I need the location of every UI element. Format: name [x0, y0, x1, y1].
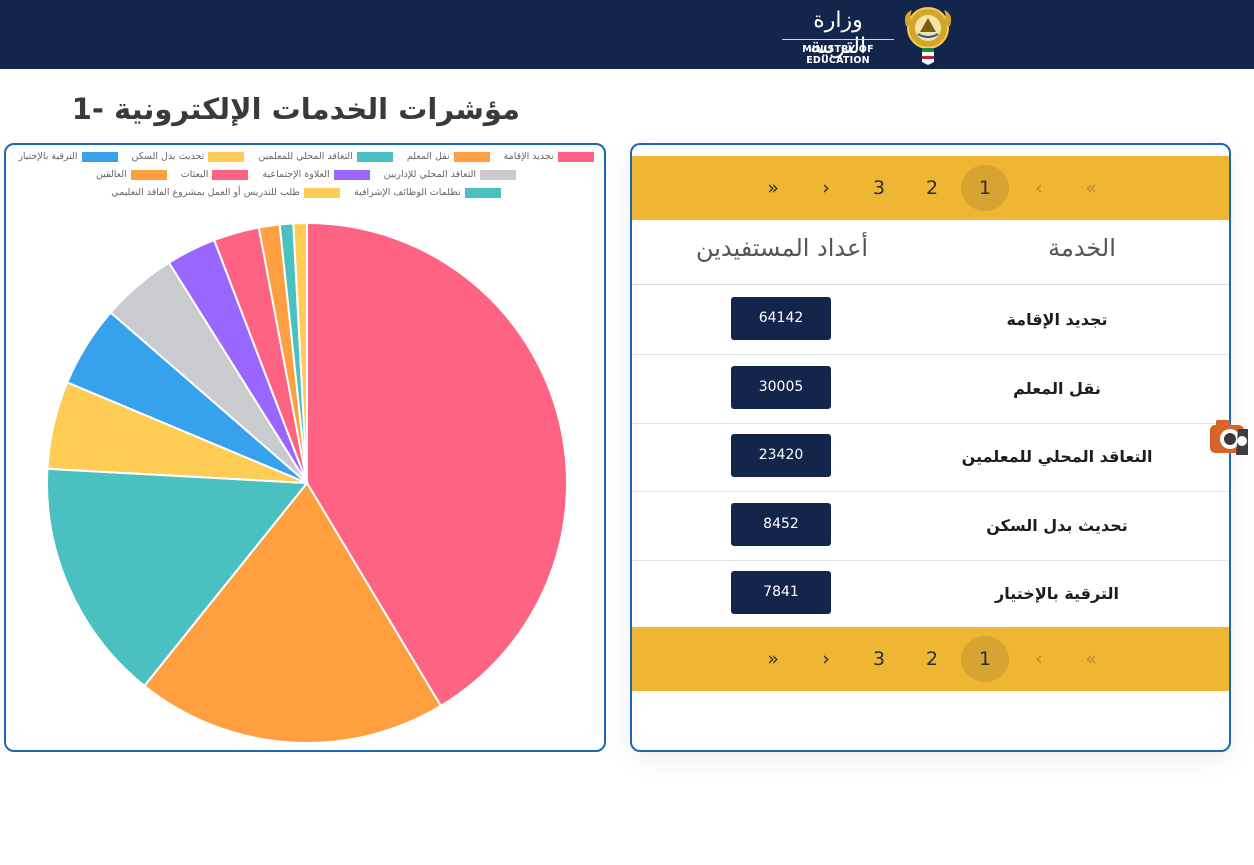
- legend-label: البعثات: [180, 169, 209, 180]
- page-title: 1- مؤشرات الخدمات الإلكترونية: [71, 92, 520, 126]
- beneficiaries-count-badge: 7841: [731, 571, 831, 614]
- legend-item[interactable]: تحديث بدل السكن: [132, 151, 245, 162]
- page-button-2[interactable]: 2: [925, 648, 939, 670]
- ministry-name-english: MINISTRY OF EDUCATION: [802, 44, 874, 66]
- header-bar: وزارة التربية MINISTRY OF EDUCATION: [0, 0, 1254, 69]
- pie-slice[interactable]: [306, 221, 568, 708]
- column-header-service: الخدمة: [1048, 234, 1116, 262]
- table-row: نقل المعلم 30005: [632, 355, 1229, 424]
- legend-swatch: [557, 151, 594, 162]
- beneficiaries-count-badge: 30005: [731, 366, 831, 409]
- last-page-button[interactable]: »: [767, 648, 779, 670]
- beneficiaries-count-badge: 23420: [731, 434, 831, 477]
- chart-legend: تجديد الإقامة نقل المعلم التعاقد المحلي لل…: [14, 151, 598, 205]
- legend-label: التعاقد المحلي للإداريين: [383, 169, 477, 180]
- next-page-button[interactable]: ›: [822, 177, 830, 199]
- legend-item[interactable]: تظلمات الوظائف الإشرافية: [354, 187, 501, 198]
- previous-page-button[interactable]: ‹: [1035, 648, 1043, 670]
- legend-item[interactable]: نقل المعلم: [407, 151, 490, 162]
- legend-item[interactable]: تجديد الإقامة: [504, 151, 594, 162]
- legend-label: تظلمات الوظائف الإشرافية: [353, 187, 461, 198]
- legend-item[interactable]: التعاقد المحلي للإداريين: [383, 169, 517, 180]
- pie-chart: [46, 221, 568, 744]
- service-name: تجديد الإقامة: [1006, 310, 1108, 329]
- legend-swatch: [356, 151, 393, 162]
- next-page-button[interactable]: ›: [822, 648, 830, 670]
- legend-item[interactable]: التعاقد المحلي للمعلمين: [258, 151, 393, 162]
- pie-slice[interactable]: [292, 221, 308, 484]
- kuwait-emblem-icon: [904, 7, 952, 65]
- legend-label: تجديد الإقامة: [503, 151, 554, 162]
- legend-label: تحديث بدل السكن: [131, 151, 205, 162]
- services-table-card: « ‹ 1 2 3 › » الخدمة أعداد المستفيدين تج…: [630, 143, 1231, 752]
- pie-slice[interactable]: [142, 481, 443, 744]
- legend-swatch: [303, 187, 340, 198]
- pie-chart-card: تجديد الإقامة نقل المعلم التعاقد المحلي لل…: [4, 143, 606, 752]
- legend-label: نقل المعلم: [406, 151, 450, 162]
- camera-badge-icon[interactable]: [1208, 417, 1250, 457]
- beneficiaries-count-badge: 8452: [731, 503, 831, 546]
- table-row: الترقية بالإختيار 7841: [632, 560, 1229, 629]
- legend-item[interactable]: طلب للتدريس أو العمل بمشروع الفاقد التعل…: [111, 187, 340, 198]
- first-page-button[interactable]: «: [1085, 177, 1097, 199]
- service-name: تحديث بدل السكن: [986, 516, 1128, 535]
- first-page-button[interactable]: «: [1085, 648, 1097, 670]
- legend-swatch: [208, 151, 245, 162]
- legend-swatch: [480, 169, 517, 180]
- legend-swatch: [81, 151, 118, 162]
- page-button-3[interactable]: 3: [872, 648, 886, 670]
- page-button-3[interactable]: 3: [872, 177, 886, 199]
- legend-item[interactable]: العالقين: [96, 169, 167, 180]
- beneficiaries-count-badge: 64142: [731, 297, 831, 340]
- pie-slice[interactable]: [46, 467, 309, 688]
- page-button-1[interactable]: 1: [961, 636, 1009, 682]
- last-page-button[interactable]: »: [767, 177, 779, 199]
- page-button-1[interactable]: 1: [961, 165, 1009, 211]
- legend-item[interactable]: البعثات: [181, 169, 249, 180]
- legend-item[interactable]: الترقية بالإختيار: [18, 151, 118, 162]
- table-row: تجديد الإقامة 64142: [632, 286, 1229, 355]
- legend-swatch: [212, 169, 249, 180]
- legend-swatch: [453, 151, 490, 162]
- legend-item[interactable]: العلاوة الإجتماعية: [262, 169, 370, 180]
- legend-label: الترقية بالإختيار: [18, 151, 78, 162]
- legend-row: تجديد الإقامة نقل المعلم التعاقد المحلي لل…: [14, 151, 598, 162]
- page-button-2[interactable]: 2: [925, 177, 939, 199]
- legend-label: العالقين: [95, 169, 127, 180]
- service-name: الترقية بالإختيار: [995, 584, 1119, 603]
- ministry-name-arabic: وزارة التربية: [809, 8, 867, 59]
- table-header: الخدمة أعداد المستفيدين: [632, 220, 1229, 285]
- service-name: نقل المعلم: [1013, 379, 1101, 398]
- legend-swatch: [464, 187, 501, 198]
- legend-label: التعاقد المحلي للمعلمين: [258, 151, 353, 162]
- legend-label: العلاوة الإجتماعية: [262, 169, 330, 180]
- legend-label: طلب للتدريس أو العمل بمشروع الفاقد التعل…: [111, 187, 300, 198]
- table-row: تحديث بدل السكن 8452: [632, 492, 1229, 561]
- legend-row: تظلمات الوظائف الإشرافية طلب للتدريس أو ا…: [14, 187, 598, 198]
- legend-swatch: [130, 169, 167, 180]
- logo-divider: [782, 39, 894, 40]
- column-header-beneficiaries: أعداد المستفيدين: [695, 234, 868, 262]
- table-row: التعاقد المحلي للمعلمين 23420: [632, 423, 1229, 492]
- pagination-bottom: « ‹ 1 2 3 › »: [632, 627, 1229, 691]
- pagination-top: « ‹ 1 2 3 › »: [632, 156, 1229, 220]
- service-name: التعاقد المحلي للمعلمين: [961, 447, 1153, 466]
- previous-page-button[interactable]: ‹: [1035, 177, 1043, 199]
- legend-swatch: [333, 169, 370, 180]
- ministry-logo-block[interactable]: وزارة التربية MINISTRY OF EDUCATION: [770, 4, 956, 66]
- legend-row: التعاقد المحلي للإداريين العلاوة الإجتماع…: [14, 169, 598, 180]
